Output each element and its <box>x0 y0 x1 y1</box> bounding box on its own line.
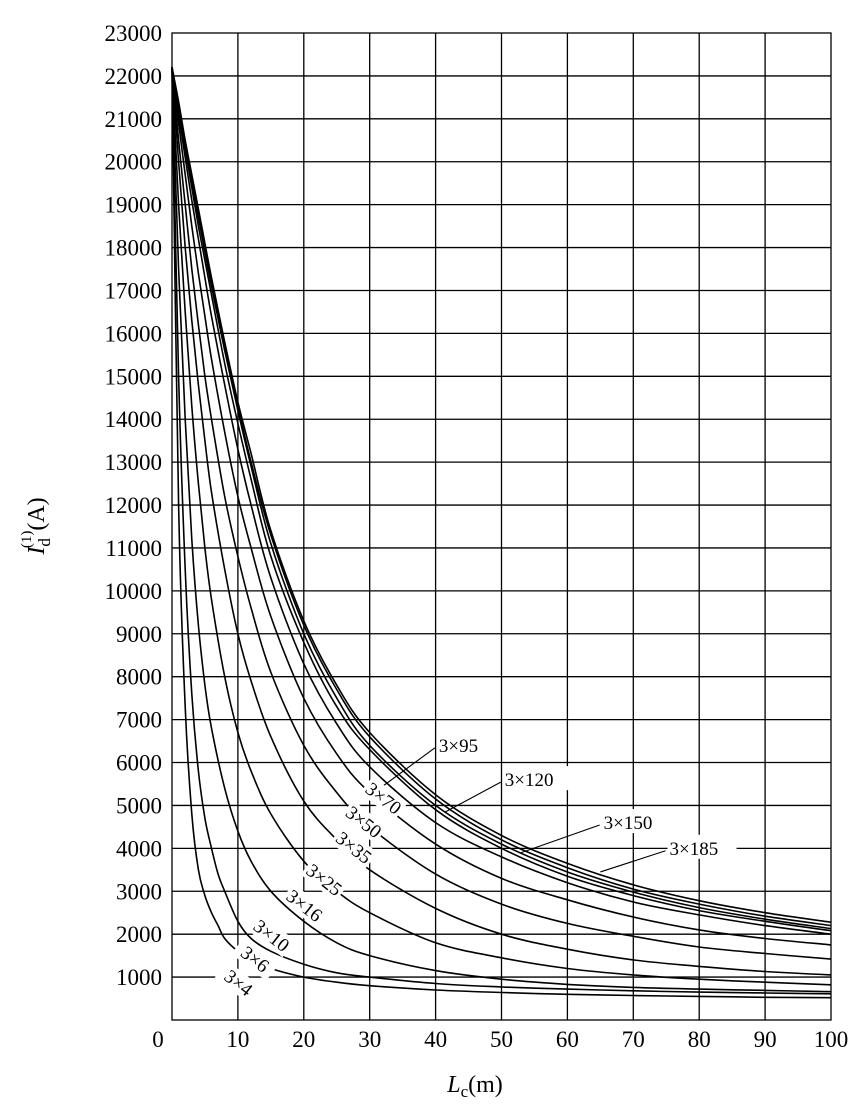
curve-series <box>171 67 832 993</box>
y-axis-title-unit: (A) <box>24 497 50 530</box>
label-backdrop <box>330 825 378 870</box>
x-tick-label: 80 <box>688 1027 711 1052</box>
y-axis-title-sup: (1) <box>19 531 35 549</box>
y-tick-label: 17000 <box>105 278 163 303</box>
curve-series <box>171 67 832 930</box>
grid <box>171 32 832 1021</box>
x-axis-title: Lc(m) <box>446 1072 503 1101</box>
label-backdrop <box>300 857 349 902</box>
y-tick-label: 21000 <box>105 107 163 132</box>
label-backdrop <box>340 799 388 844</box>
y-tick-label: 13000 <box>105 450 163 475</box>
y-tick-label: 15000 <box>105 364 163 389</box>
curve-label: 3×185 <box>670 839 719 860</box>
x-tick-label: 100 <box>814 1027 849 1052</box>
x-tick-label: 30 <box>358 1027 381 1052</box>
label-leader-line <box>445 781 502 813</box>
y-tick-label: 12000 <box>105 493 163 518</box>
y-tick-label: 22000 <box>105 64 163 89</box>
y-tick-label: 23000 <box>105 21 163 46</box>
curve-label: 3×120 <box>505 770 554 791</box>
label-backdrop <box>502 766 572 791</box>
y-tick-label: 5000 <box>116 793 162 818</box>
label-backdrop <box>214 960 263 1005</box>
curve-series <box>171 67 832 976</box>
label-backdrop <box>436 731 493 756</box>
curves <box>171 67 832 999</box>
y-tick-label: 19000 <box>105 193 163 218</box>
y-axis-title-sub: d <box>35 538 54 547</box>
y-tick-label: 11000 <box>105 536 162 561</box>
y-tick-label: 3000 <box>116 879 162 904</box>
x-axis-title-sub: c <box>461 1082 469 1101</box>
x-tick-label: 0 <box>152 1027 164 1052</box>
x-axis-title-unit: (m) <box>468 1072 503 1098</box>
x-axis-title-main: L <box>446 1072 460 1098</box>
curve-series <box>171 67 832 923</box>
y-tick-label: 7000 <box>116 708 162 733</box>
x-tick-label: 20 <box>292 1027 315 1052</box>
curve-series <box>171 67 832 935</box>
curve-series <box>171 67 832 995</box>
x-tick-label: 90 <box>754 1027 777 1052</box>
x-tick-label: 40 <box>424 1027 447 1052</box>
y-tick-label: 8000 <box>116 665 162 690</box>
y-axis-title-main: I <box>24 546 50 556</box>
curve-series <box>171 67 832 932</box>
y-tick-label: 1000 <box>116 965 162 990</box>
x-tick-label: 10 <box>226 1027 249 1052</box>
label-backdrop <box>601 809 671 834</box>
y-tick-label: 14000 <box>105 407 163 432</box>
y-tick-label: 18000 <box>105 236 163 261</box>
y-tick-labels: 1000 2000 3000 4000 5000 6000 7000 8000 9000 1000… <box>105 21 163 990</box>
y-tick-label: 10000 <box>105 579 163 604</box>
label-leader-line <box>382 747 436 787</box>
y-axis-title: Id(1)(A) <box>19 497 54 555</box>
curve-label: 3×150 <box>604 813 653 834</box>
label-leader-line <box>600 850 666 873</box>
curve-labels: 3×953×1203×1503×1853×703×503×353×253×163… <box>214 731 737 1005</box>
y-tick-label: 9000 <box>116 622 162 647</box>
x-tick-label: 60 <box>556 1027 579 1052</box>
y-tick-label: 6000 <box>116 751 162 776</box>
x-tick-label: 50 <box>490 1027 513 1052</box>
label-backdrop <box>667 834 737 859</box>
y-tick-label: 16000 <box>105 321 163 346</box>
label-backdrop <box>247 913 296 958</box>
x-tick-labels: 0 10 20 30 40 50 60 70 80 90 100 <box>152 1027 848 1052</box>
label-backdrop <box>231 937 279 981</box>
label-backdrop <box>280 883 329 928</box>
curve-series <box>171 67 832 927</box>
y-tick-label: 20000 <box>105 150 163 175</box>
label-leader-line <box>521 824 600 854</box>
curve-series <box>171 67 832 960</box>
y-tick-label: 4000 <box>116 836 162 861</box>
x-tick-label: 70 <box>622 1027 645 1052</box>
curve-series <box>171 67 832 946</box>
label-backdrop <box>359 776 408 820</box>
curve-series <box>171 67 832 986</box>
y-tick-label: 2000 <box>116 922 162 947</box>
curve-label: 3×95 <box>439 736 478 757</box>
